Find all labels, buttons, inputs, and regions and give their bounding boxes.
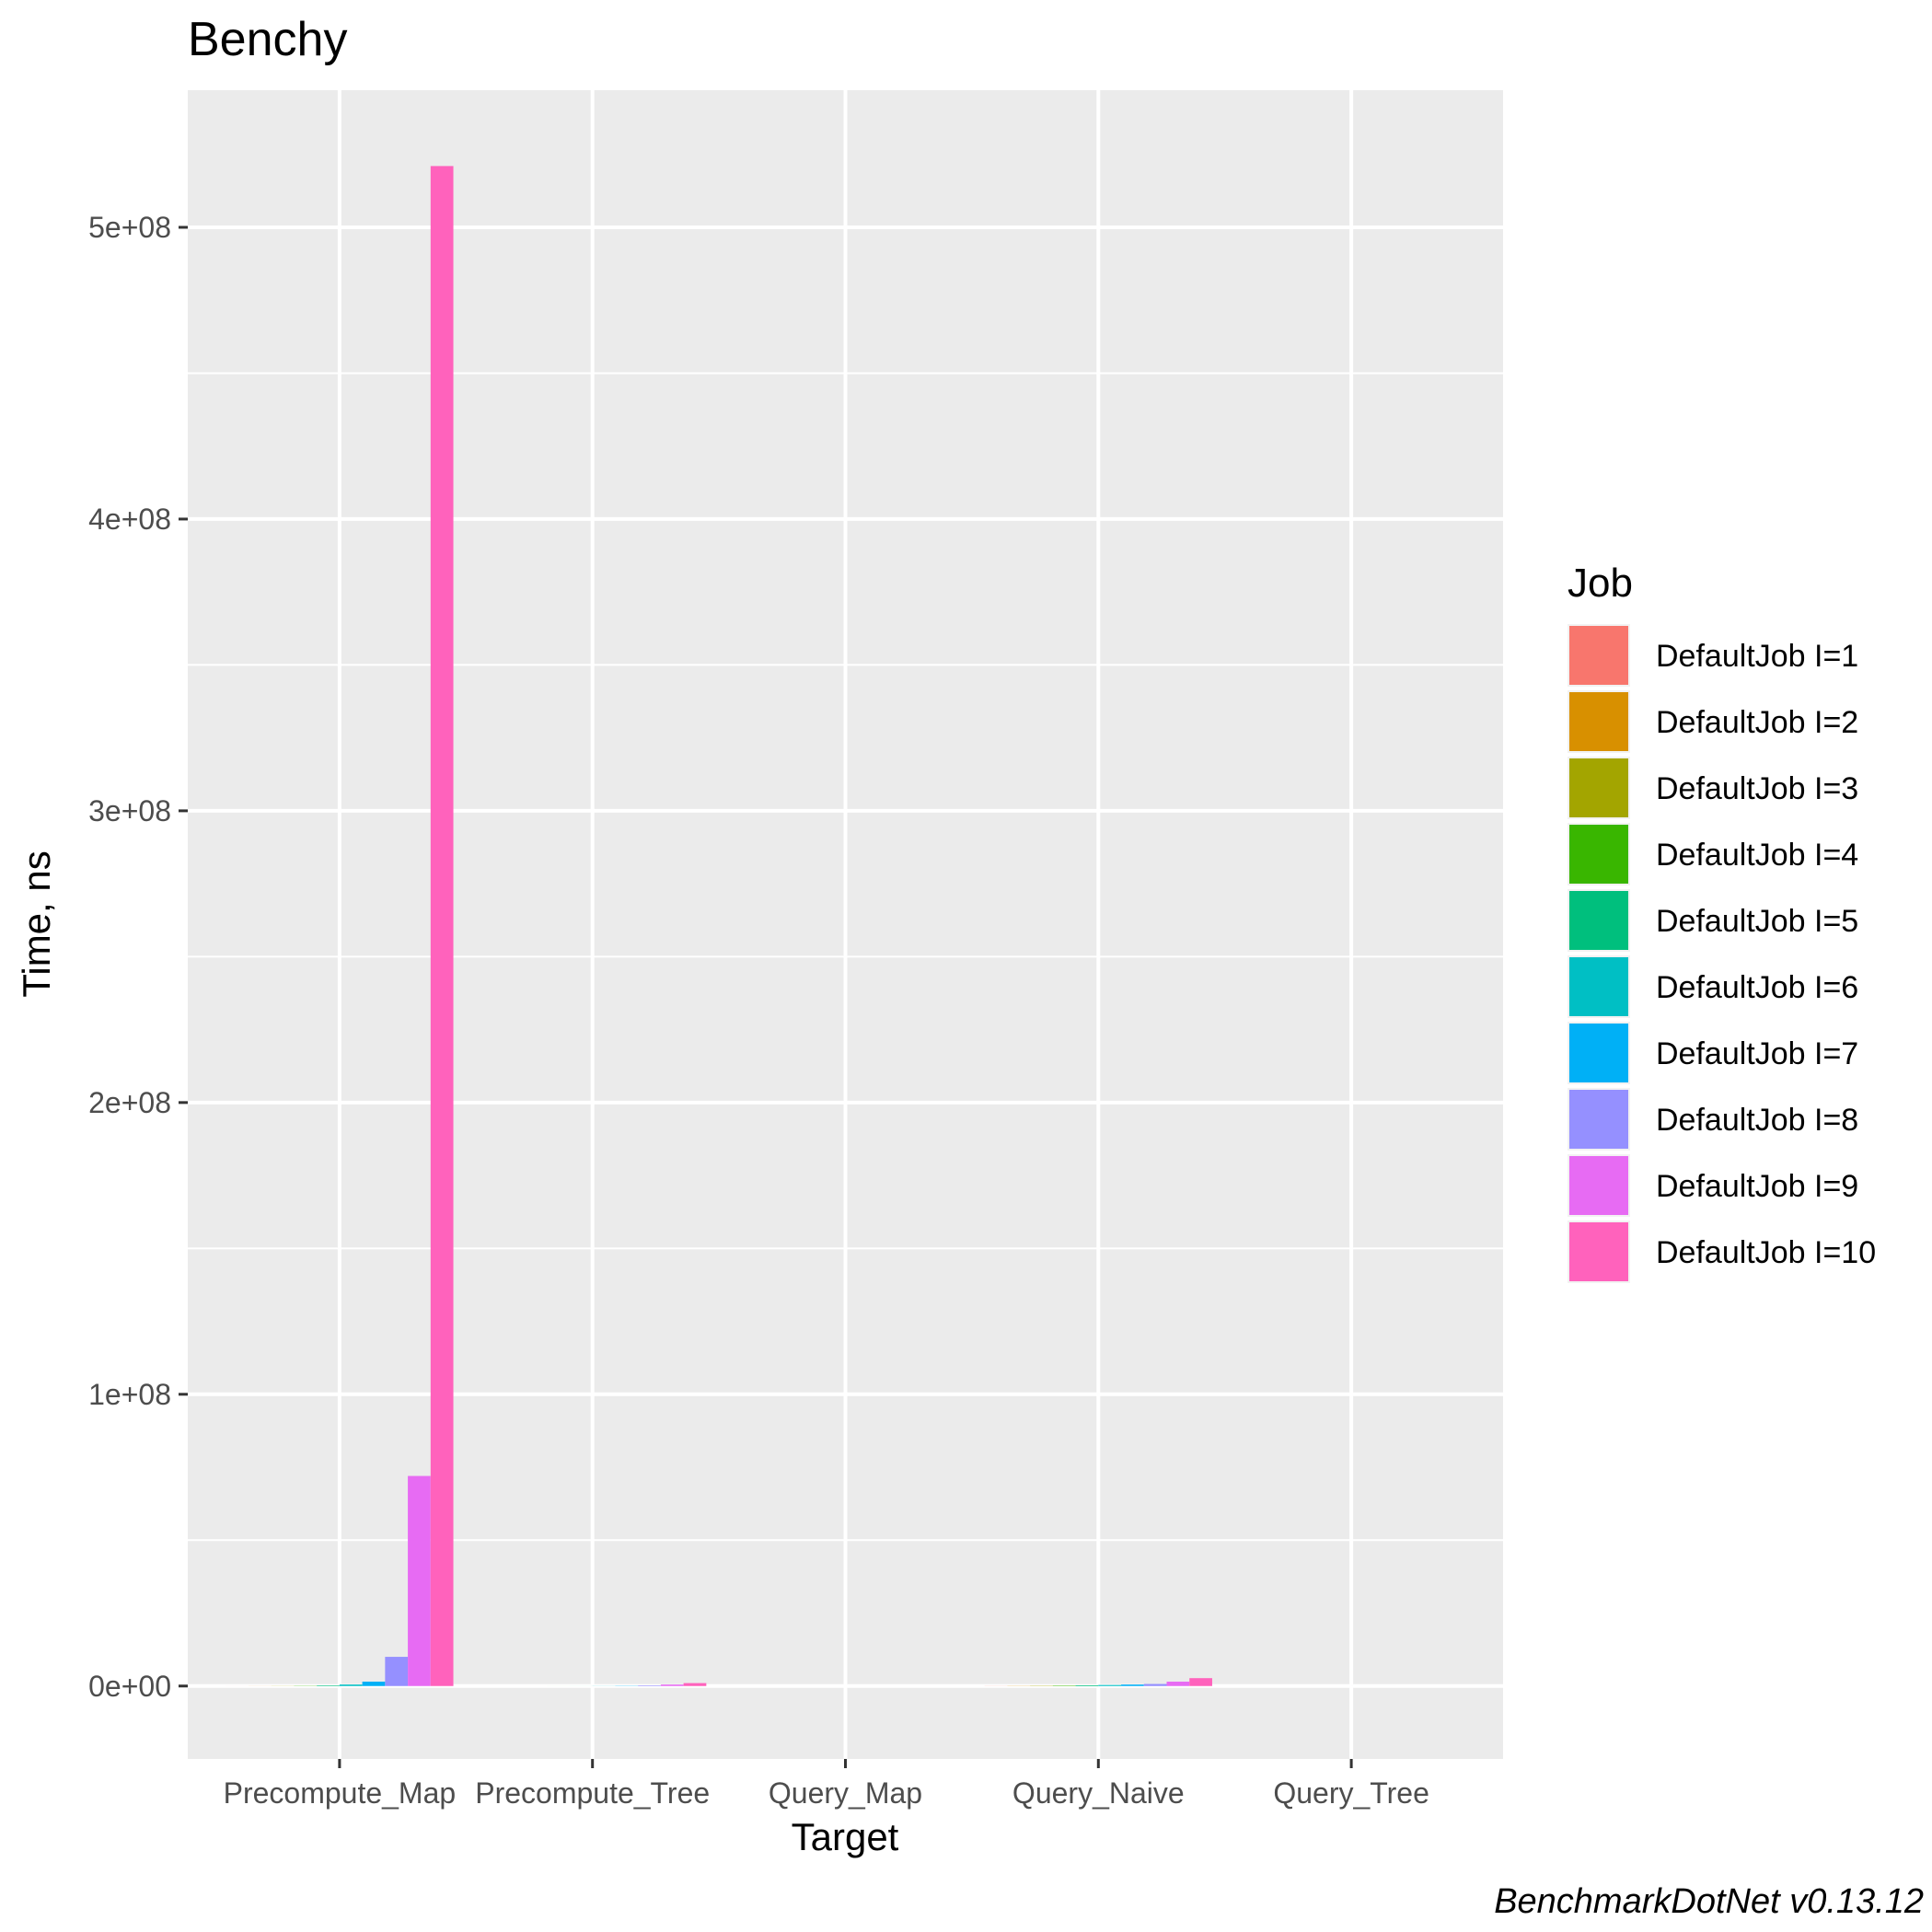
- bar: [362, 1682, 386, 1686]
- y-tick-label: 0e+00: [88, 1670, 171, 1703]
- legend-swatch: [1569, 957, 1628, 1016]
- legend-swatch: [1569, 692, 1628, 751]
- x-tick-label: Precompute_Tree: [475, 1776, 710, 1810]
- bar: [1189, 1678, 1212, 1686]
- x-tick-label: Precompute_Map: [224, 1776, 457, 1810]
- bar: [1121, 1684, 1144, 1686]
- y-tick-label: 3e+08: [88, 794, 171, 827]
- x-tick-label: Query_Map: [769, 1776, 922, 1810]
- bar: [1075, 1684, 1099, 1686]
- y-tick-label: 5e+08: [88, 211, 171, 244]
- bar: [408, 1475, 431, 1686]
- legend-swatch: [1569, 891, 1628, 950]
- bar: [1166, 1682, 1190, 1686]
- legend-swatch: [1569, 1222, 1628, 1281]
- chart-title: Benchy: [188, 13, 347, 66]
- bar: [660, 1684, 684, 1686]
- legend-label: DefaultJob I=8: [1656, 1103, 1858, 1138]
- legend-label: DefaultJob I=4: [1656, 838, 1858, 873]
- bars: [226, 166, 1465, 1686]
- bar: [683, 1683, 707, 1686]
- legend-label: DefaultJob I=6: [1656, 970, 1858, 1005]
- bar: [339, 1684, 363, 1686]
- legend-swatch: [1569, 1024, 1628, 1082]
- legend-title: Job: [1568, 561, 1633, 606]
- legend-swatch: [1569, 825, 1628, 884]
- legend-label: DefaultJob I=2: [1656, 705, 1858, 740]
- bar: [1098, 1684, 1122, 1686]
- legend-label: DefaultJob I=10: [1656, 1235, 1876, 1270]
- bar: [638, 1685, 661, 1686]
- y-axis: 0e+00 1e+08 2e+08 3e+08 4e+08 5e+08: [88, 211, 188, 1703]
- legend-label: DefaultJob I=5: [1656, 904, 1858, 939]
- legend-label: DefaultJob I=9: [1656, 1169, 1858, 1204]
- legend-swatch: [1569, 1090, 1628, 1149]
- legend-label: DefaultJob I=3: [1656, 771, 1858, 806]
- legend-swatch: [1569, 1156, 1628, 1215]
- legend-label: DefaultJob I=7: [1656, 1036, 1858, 1071]
- legend-label: DefaultJob I=1: [1656, 639, 1858, 674]
- bar: [385, 1657, 409, 1686]
- legend-swatch: [1569, 626, 1628, 685]
- y-tick-label: 2e+08: [88, 1086, 171, 1119]
- y-axis-title: Time, ns: [15, 850, 58, 997]
- bar: [430, 166, 454, 1686]
- y-tick-label: 4e+08: [88, 503, 171, 536]
- legend-swatch: [1569, 758, 1628, 817]
- chart-caption: BenchmarkDotNet v0.13.12: [1494, 1882, 1924, 1921]
- x-tick-label: Query_Naive: [1012, 1776, 1185, 1810]
- x-tick-label: Query_Tree: [1273, 1776, 1429, 1810]
- x-axis-title: Target: [792, 1815, 899, 1858]
- bar: [317, 1685, 340, 1686]
- bar: [1143, 1683, 1167, 1686]
- grid-lines: [188, 90, 1503, 1759]
- y-tick-label: 1e+08: [88, 1378, 171, 1411]
- legend: Job DefaultJob I=1 DefaultJob I=2 DefaultJo…: [1568, 561, 1876, 1283]
- x-axis: Precompute_Map Precompute_Tree Query_Map Qu…: [224, 1759, 1429, 1810]
